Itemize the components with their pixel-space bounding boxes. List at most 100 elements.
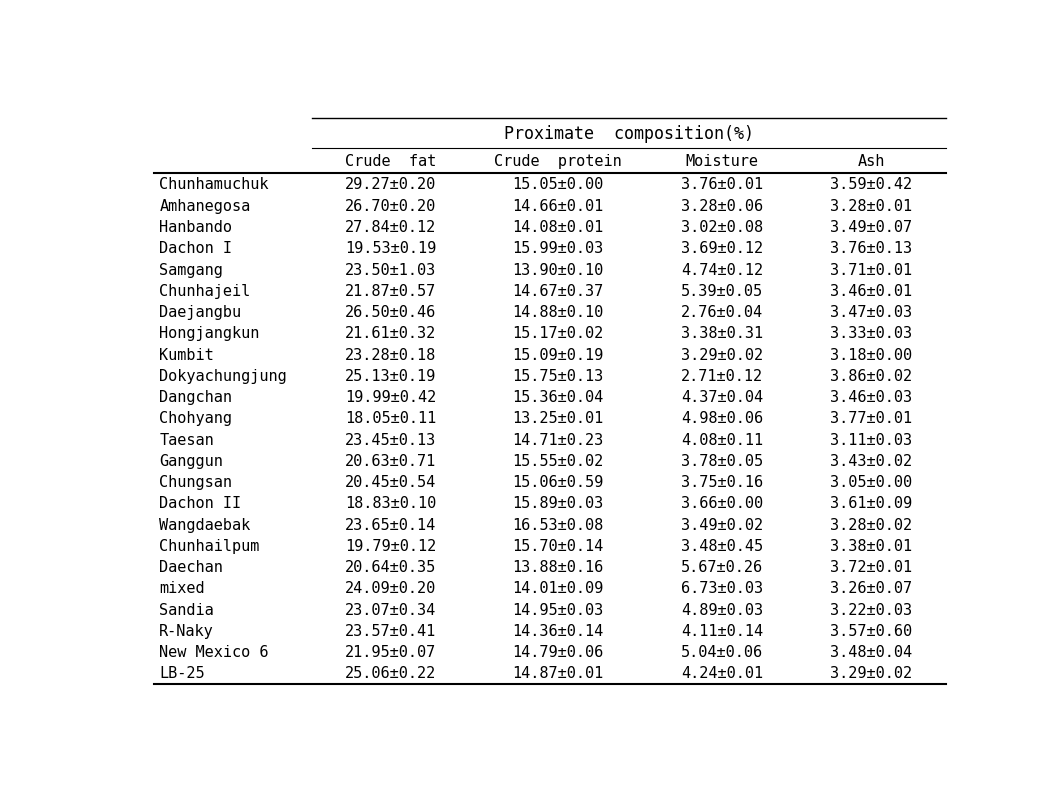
Text: 14.66±0.01: 14.66±0.01: [513, 199, 604, 213]
Text: 3.69±0.12: 3.69±0.12: [680, 241, 763, 256]
Text: Proximate  composition(%): Proximate composition(%): [504, 125, 754, 144]
Text: 23.28±0.18: 23.28±0.18: [345, 347, 437, 362]
Text: 23.45±0.13: 23.45±0.13: [345, 432, 437, 447]
Text: 3.43±0.02: 3.43±0.02: [830, 453, 912, 468]
Text: Moisture: Moisture: [686, 154, 759, 169]
Text: Dachon I: Dachon I: [159, 241, 232, 256]
Text: 5.04±0.06: 5.04±0.06: [680, 645, 763, 659]
Text: 19.99±0.42: 19.99±0.42: [345, 389, 437, 405]
Text: 26.50±0.46: 26.50±0.46: [345, 305, 437, 320]
Text: Dangchan: Dangchan: [159, 389, 232, 405]
Text: 3.77±0.01: 3.77±0.01: [830, 411, 912, 426]
Text: Taesan: Taesan: [159, 432, 214, 447]
Text: 3.76±0.01: 3.76±0.01: [680, 178, 763, 192]
Text: 5.67±0.26: 5.67±0.26: [680, 560, 763, 574]
Text: Ganggun: Ganggun: [159, 453, 223, 468]
Text: 3.47±0.03: 3.47±0.03: [830, 305, 912, 320]
Text: 3.22±0.03: 3.22±0.03: [830, 602, 912, 617]
Text: Chunhajeil: Chunhajeil: [159, 283, 250, 298]
Text: 15.06±0.59: 15.06±0.59: [513, 474, 604, 490]
Text: 3.49±0.02: 3.49±0.02: [680, 517, 763, 532]
Text: 3.02±0.08: 3.02±0.08: [680, 220, 763, 234]
Text: 20.45±0.54: 20.45±0.54: [345, 474, 437, 490]
Text: Ash: Ash: [858, 154, 885, 169]
Text: 15.99±0.03: 15.99±0.03: [513, 241, 604, 256]
Text: 15.55±0.02: 15.55±0.02: [513, 453, 604, 468]
Text: Dachon II: Dachon II: [159, 496, 242, 511]
Text: 18.05±0.11: 18.05±0.11: [345, 411, 437, 426]
Text: 3.57±0.60: 3.57±0.60: [830, 623, 912, 638]
Text: 3.48±0.04: 3.48±0.04: [830, 645, 912, 659]
Text: 23.65±0.14: 23.65±0.14: [345, 517, 437, 532]
Text: 4.98±0.06: 4.98±0.06: [680, 411, 763, 426]
Text: New Mexico 6: New Mexico 6: [159, 645, 269, 659]
Text: 13.88±0.16: 13.88±0.16: [513, 560, 604, 574]
Text: Daejangbu: Daejangbu: [159, 305, 242, 320]
Text: Dokyachungjung: Dokyachungjung: [159, 368, 288, 384]
Text: 24.09±0.20: 24.09±0.20: [345, 581, 437, 595]
Text: 3.29±0.02: 3.29±0.02: [830, 666, 912, 680]
Text: 21.87±0.57: 21.87±0.57: [345, 283, 437, 298]
Text: 14.67±0.37: 14.67±0.37: [513, 283, 604, 298]
Text: 3.28±0.06: 3.28±0.06: [680, 199, 763, 213]
Text: 14.87±0.01: 14.87±0.01: [513, 666, 604, 680]
Text: Wangdaebak: Wangdaebak: [159, 517, 250, 532]
Text: 3.66±0.00: 3.66±0.00: [680, 496, 763, 511]
Text: 3.05±0.00: 3.05±0.00: [830, 474, 912, 490]
Text: Chungsan: Chungsan: [159, 474, 232, 490]
Text: 19.79±0.12: 19.79±0.12: [345, 539, 437, 553]
Text: 3.48±0.45: 3.48±0.45: [680, 539, 763, 553]
Text: 3.33±0.03: 3.33±0.03: [830, 326, 912, 341]
Text: 14.08±0.01: 14.08±0.01: [513, 220, 604, 234]
Text: 19.53±0.19: 19.53±0.19: [345, 241, 437, 256]
Text: 23.50±1.03: 23.50±1.03: [345, 262, 437, 277]
Text: 4.08±0.11: 4.08±0.11: [680, 432, 763, 447]
Text: 14.79±0.06: 14.79±0.06: [513, 645, 604, 659]
Text: 15.89±0.03: 15.89±0.03: [513, 496, 604, 511]
Text: 3.86±0.02: 3.86±0.02: [830, 368, 912, 384]
Text: 3.46±0.01: 3.46±0.01: [830, 283, 912, 298]
Text: 15.75±0.13: 15.75±0.13: [513, 368, 604, 384]
Text: 14.95±0.03: 14.95±0.03: [513, 602, 604, 617]
Text: 4.74±0.12: 4.74±0.12: [680, 262, 763, 277]
Text: 16.53±0.08: 16.53±0.08: [513, 517, 604, 532]
Text: 25.13±0.19: 25.13±0.19: [345, 368, 437, 384]
Text: 13.25±0.01: 13.25±0.01: [513, 411, 604, 426]
Text: 2.71±0.12: 2.71±0.12: [680, 368, 763, 384]
Text: 3.26±0.07: 3.26±0.07: [830, 581, 912, 595]
Text: 27.84±0.12: 27.84±0.12: [345, 220, 437, 234]
Text: Chohyang: Chohyang: [159, 411, 232, 426]
Text: 25.06±0.22: 25.06±0.22: [345, 666, 437, 680]
Text: Daechan: Daechan: [159, 560, 223, 574]
Text: 4.89±0.03: 4.89±0.03: [680, 602, 763, 617]
Text: 23.07±0.34: 23.07±0.34: [345, 602, 437, 617]
Text: 15.09±0.19: 15.09±0.19: [513, 347, 604, 362]
Text: Samgang: Samgang: [159, 262, 223, 277]
Text: 3.28±0.01: 3.28±0.01: [830, 199, 912, 213]
Text: 29.27±0.20: 29.27±0.20: [345, 178, 437, 192]
Text: 3.38±0.31: 3.38±0.31: [680, 326, 763, 341]
Text: 14.36±0.14: 14.36±0.14: [513, 623, 604, 638]
Text: R-Naky: R-Naky: [159, 623, 214, 638]
Text: 2.76±0.04: 2.76±0.04: [680, 305, 763, 320]
Text: Sandia: Sandia: [159, 602, 214, 617]
Text: 3.29±0.02: 3.29±0.02: [680, 347, 763, 362]
Text: 4.24±0.01: 4.24±0.01: [680, 666, 763, 680]
Text: 18.83±0.10: 18.83±0.10: [345, 496, 437, 511]
Text: 21.61±0.32: 21.61±0.32: [345, 326, 437, 341]
Text: 3.28±0.02: 3.28±0.02: [830, 517, 912, 532]
Text: Chunhailpum: Chunhailpum: [159, 539, 259, 553]
Text: 21.95±0.07: 21.95±0.07: [345, 645, 437, 659]
Text: LB-25: LB-25: [159, 666, 205, 680]
Text: 6.73±0.03: 6.73±0.03: [680, 581, 763, 595]
Text: 26.70±0.20: 26.70±0.20: [345, 199, 437, 213]
Text: 20.63±0.71: 20.63±0.71: [345, 453, 437, 468]
Text: 4.37±0.04: 4.37±0.04: [680, 389, 763, 405]
Text: Hongjangkun: Hongjangkun: [159, 326, 259, 341]
Text: 3.76±0.13: 3.76±0.13: [830, 241, 912, 256]
Text: 3.18±0.00: 3.18±0.00: [830, 347, 912, 362]
Text: 14.88±0.10: 14.88±0.10: [513, 305, 604, 320]
Text: 3.78±0.05: 3.78±0.05: [680, 453, 763, 468]
Text: mixed: mixed: [159, 581, 205, 595]
Text: Hanbando: Hanbando: [159, 220, 232, 234]
